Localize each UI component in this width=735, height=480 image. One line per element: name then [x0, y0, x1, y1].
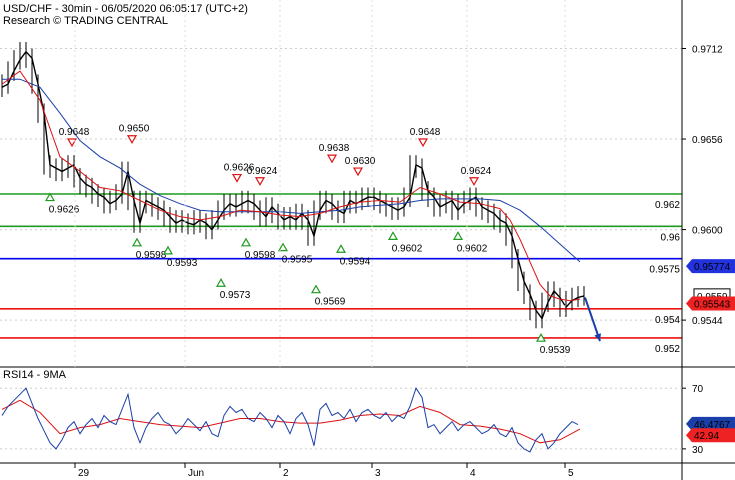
- high-marker: [231, 173, 243, 183]
- low-label: 0.9593: [167, 258, 198, 269]
- high-label: 0.9624: [461, 166, 492, 177]
- rsi-badge-label: 42.94: [694, 431, 719, 442]
- price-badge-label: 0.95543: [694, 299, 731, 310]
- ma-slow-line: [2, 78, 581, 263]
- price-tick-label: 0.9600: [692, 226, 723, 237]
- price-badge: [686, 296, 735, 311]
- rsi-gridlines: [0, 387, 682, 450]
- low-label: 0.9539: [540, 345, 571, 356]
- price-badge: [686, 259, 735, 274]
- level-label: 0.96: [661, 232, 681, 243]
- high-label: 0.9650: [119, 124, 150, 135]
- low-marker: [335, 244, 347, 253]
- low-marker: [310, 284, 322, 294]
- low-label: 0.9602: [392, 243, 423, 254]
- low-label: 0.9598: [136, 250, 167, 261]
- time-tick-label: Jun: [188, 468, 204, 479]
- high-marker: [417, 138, 429, 148]
- forecast-arrow-head: [594, 333, 601, 342]
- high-label: 0.9648: [410, 127, 441, 138]
- rsi-badge: [686, 428, 735, 443]
- low-label: 0.9626: [49, 205, 80, 216]
- rsi-series: [1, 387, 581, 453]
- price-tick-label: 0.9712: [692, 45, 723, 56]
- low-marker: [44, 192, 56, 202]
- high-label: 0.9624: [247, 166, 278, 177]
- rsi-line: [1, 387, 579, 453]
- low-label: 0.9598: [245, 250, 276, 261]
- low-marker: [452, 231, 464, 240]
- level-label: 0.9575: [649, 265, 680, 276]
- low-marker: [240, 237, 252, 247]
- rsi-tick-label: 30: [692, 445, 704, 456]
- low-marker: [387, 231, 399, 240]
- rsi-title: RSI14 - 9MA: [3, 369, 67, 381]
- rsi-tick-label: 70: [692, 384, 704, 395]
- low-marker: [277, 242, 289, 252]
- level-label: 0.954: [655, 315, 680, 326]
- price-tick-label: 0.9544: [692, 316, 723, 327]
- chart-subtitle: Research © TRADING CENTRAL: [3, 15, 168, 27]
- price-tick-label: 0.9656: [692, 135, 723, 146]
- high-label: 0.9638: [319, 143, 350, 154]
- forecast-arrow-line: [584, 297, 601, 342]
- time-tick-label: 29: [78, 468, 90, 479]
- price-line: [1, 50, 585, 320]
- time-tick-label: 5: [568, 468, 574, 479]
- low-marker: [131, 237, 143, 247]
- price-gridlines: [0, 48, 682, 321]
- high-marker: [126, 135, 138, 144]
- low-label: 0.9594: [340, 256, 371, 267]
- low-label: 0.9602: [457, 243, 488, 254]
- high-marker: [66, 138, 78, 148]
- rsi-badge: [686, 416, 735, 431]
- low-label: 0.9573: [220, 290, 251, 301]
- price-levels: 0.962 0.96 0.9575 0.954 0.952: [0, 193, 682, 355]
- time-tick-label: 4: [470, 468, 476, 479]
- level-label: 0.952: [655, 344, 680, 355]
- rsi-badge-label: 46.4767: [694, 420, 731, 431]
- price-axis-ticks: 0.9712 0.9656 0.9600 0.9544: [682, 45, 723, 327]
- time-tick-label: 2: [283, 468, 289, 479]
- rsi-axis-ticks: 70 30: [682, 384, 704, 456]
- low-label: 0.9569: [315, 297, 346, 308]
- high-marker: [352, 167, 364, 177]
- low-marker: [162, 245, 174, 255]
- price-series: [1, 42, 601, 342]
- time-axis-ticks: 29 Jun 2 3 4 5: [74, 0, 574, 479]
- high-marker: [254, 177, 266, 186]
- chart-title: USD/CHF - 30min - 06/05/2020 06:05:17 (U…: [3, 3, 248, 15]
- low-marker: [535, 332, 547, 342]
- level-label: 0.962: [655, 200, 680, 211]
- high-low-markers: 0.9648 0.96500.96260.96240.96380.96300.96…: [44, 124, 571, 356]
- time-tick-label: 3: [375, 468, 381, 479]
- high-label: 0.9630: [345, 156, 376, 167]
- high-label: 0.9648: [59, 127, 90, 138]
- high-label: 0.9626: [224, 163, 255, 174]
- low-marker: [215, 278, 227, 287]
- ma-fast-line: [1, 70, 581, 302]
- low-label: 0.9595: [282, 255, 313, 266]
- price-badge-label: 0.95774: [694, 262, 731, 273]
- high-marker: [468, 177, 480, 186]
- high-marker: [326, 154, 338, 164]
